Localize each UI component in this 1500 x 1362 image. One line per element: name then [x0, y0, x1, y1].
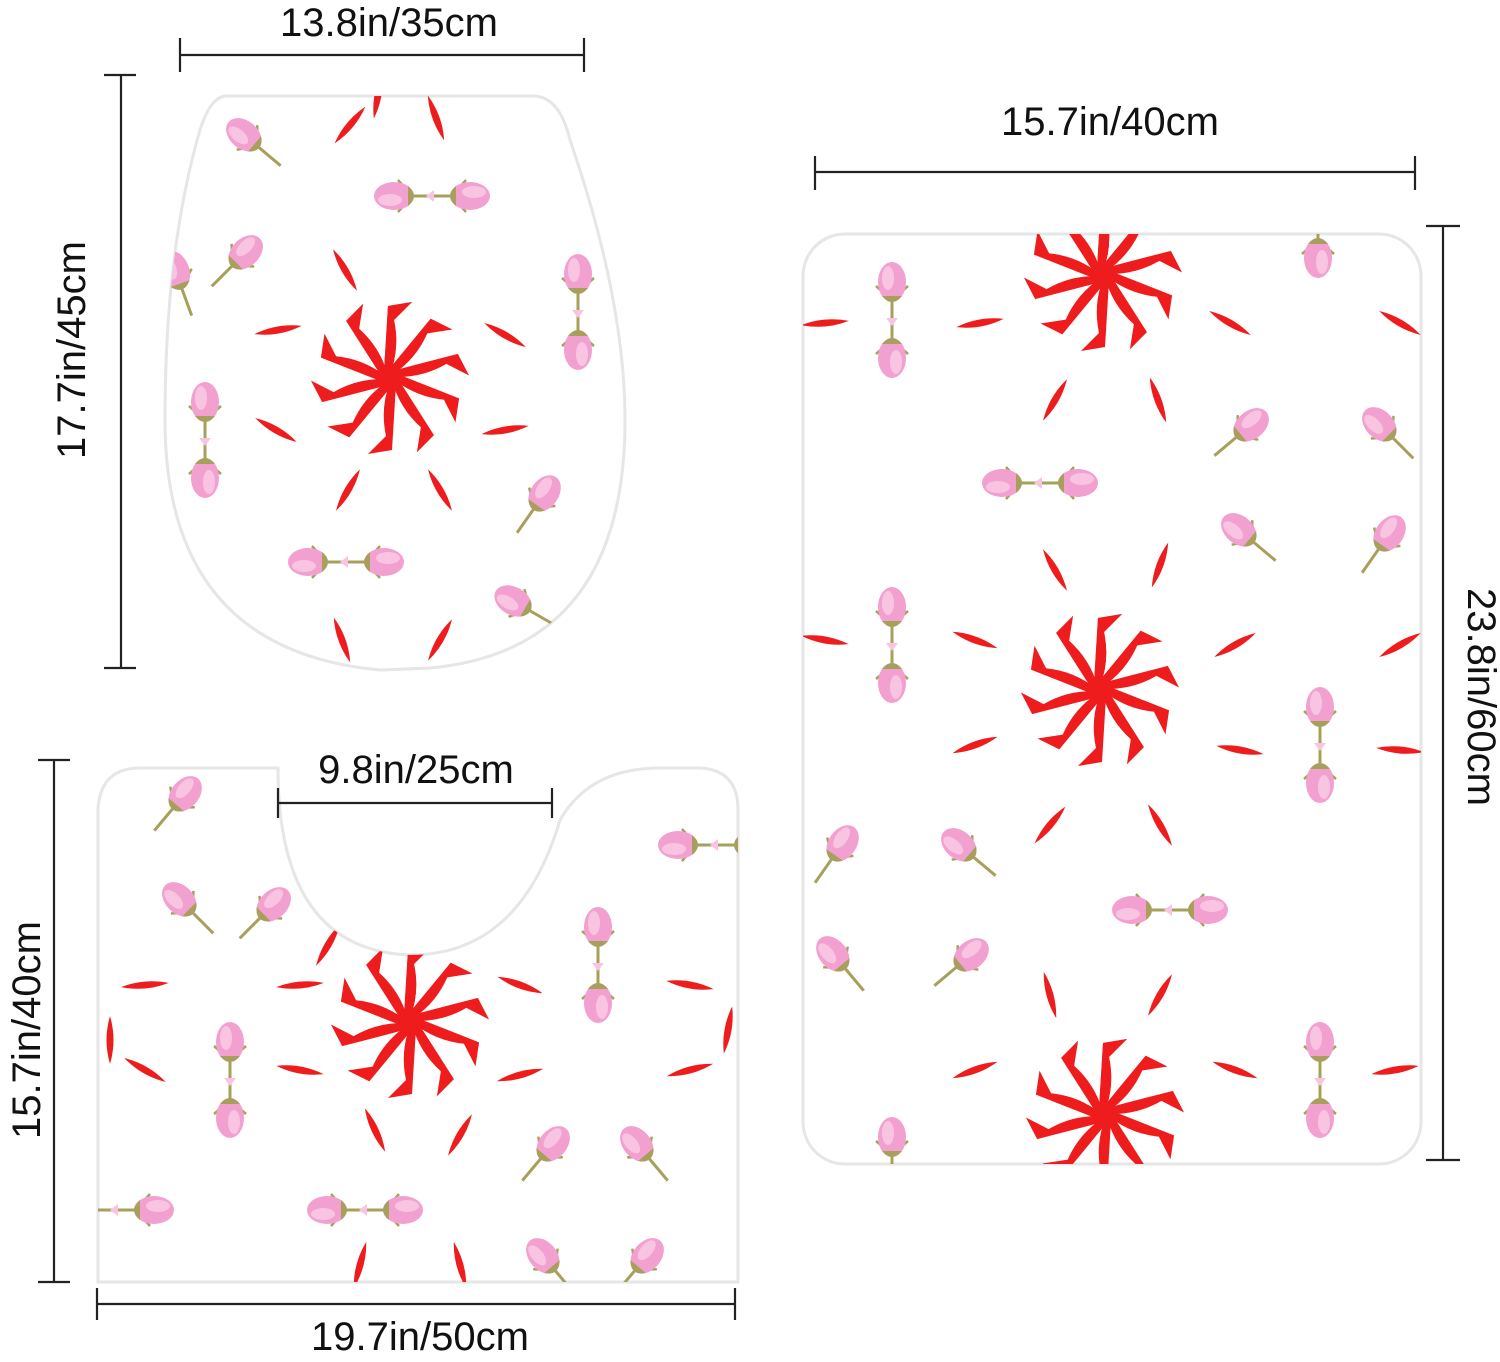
bath-height-dimension: 23.8in/60cm — [1426, 224, 1500, 1162]
lid-height-label: 17.7in/45cm — [50, 241, 94, 459]
lid-cover — [163, 94, 627, 672]
lid-width-label: 13.8in/35cm — [280, 1, 498, 45]
rug-width-label: 19.7in/50cm — [311, 1315, 529, 1359]
lid-width-dimension: 13.8in/35cm — [178, 1, 586, 72]
contour-rug — [96, 766, 740, 1284]
bath-mat — [801, 232, 1423, 1166]
bath-width-label: 15.7in/40cm — [1001, 100, 1219, 144]
lid-height-dimension: 17.7in/45cm — [50, 73, 136, 670]
bath-width-dimension: 15.7in/40cm — [813, 100, 1417, 190]
rug-cutout-label: 9.8in/25cm — [318, 748, 514, 792]
dimension-lines: 13.8in/35cm 17.7in/45cm 15.7in/40cm 23.8… — [5, 1, 1500, 1359]
bath-height-label: 23.8in/60cm — [1459, 588, 1500, 806]
rug-cutout-dimension: 9.8in/25cm — [276, 748, 554, 818]
rug-height-dimension: 15.7in/40cm — [5, 758, 70, 1284]
rug-width-dimension: 19.7in/50cm — [95, 1288, 737, 1359]
rug-height-label: 15.7in/40cm — [5, 921, 49, 1139]
